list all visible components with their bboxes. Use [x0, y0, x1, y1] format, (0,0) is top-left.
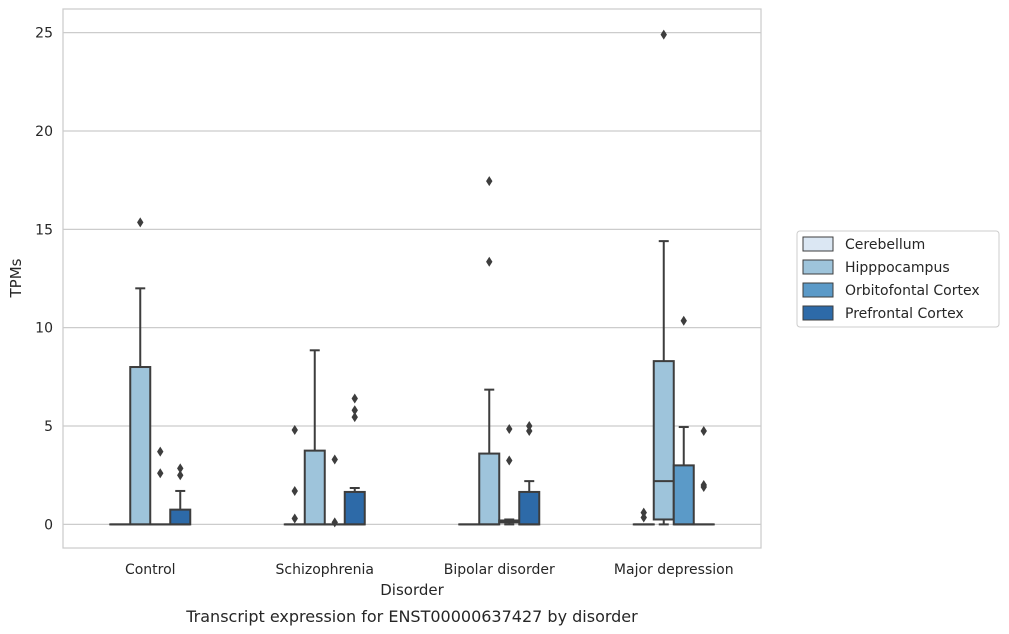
y-tick-label: 20 — [35, 124, 53, 140]
outlier-point — [486, 176, 493, 187]
box-3-2 — [672, 315, 695, 526]
legend-item: Orbitofontal Cortex — [802, 282, 980, 299]
outlier-point — [700, 425, 707, 436]
outlier-point — [660, 29, 667, 40]
chart-caption: Transcript expression for ENST0000063742… — [185, 607, 638, 626]
box-3-3 — [692, 425, 715, 526]
y-tick-label: 5 — [44, 419, 53, 435]
legend-label: Hipppocampus — [845, 260, 950, 276]
outlier-point — [177, 470, 184, 481]
outlier-point — [700, 480, 707, 491]
outlier-point — [291, 485, 298, 496]
legend-item: Prefrontal Cortex — [802, 305, 964, 322]
box-0-2 — [149, 446, 172, 526]
legend-swatch — [802, 259, 834, 275]
outlier-point — [291, 513, 298, 524]
y-tick-label: 15 — [35, 222, 53, 238]
box-3-1 — [652, 29, 675, 526]
box-1-2 — [323, 454, 346, 528]
legend-swatch — [802, 305, 834, 321]
box-body — [343, 490, 366, 526]
outlier-point — [526, 421, 533, 432]
box-body — [129, 366, 152, 526]
x-tick-label: Control — [125, 562, 176, 578]
y-axis-label: TPMs — [7, 258, 25, 298]
legend-label: Cerebellum — [845, 237, 925, 253]
outlier-point — [506, 423, 513, 434]
box-body — [652, 360, 675, 521]
outlier-point — [506, 455, 513, 466]
y-axis-ticks: 0 5 10 15 20 25 — [35, 26, 53, 534]
outlier-point — [331, 454, 338, 465]
box-1-1 — [303, 349, 326, 526]
outlier-point — [486, 256, 493, 267]
legend-item: Cerebellum — [802, 236, 925, 253]
box-1-0 — [283, 424, 306, 526]
box-3-0 — [632, 507, 655, 526]
outlier-point — [177, 463, 184, 474]
box-2-3 — [518, 421, 541, 526]
x-tick-label: Bipolar disorder — [444, 562, 555, 578]
boxes — [109, 29, 715, 528]
box-body — [478, 452, 501, 526]
box-2-2 — [498, 423, 521, 526]
x-axis-ticks: Control Schizophrenia Bipolar disorder Majo… — [125, 562, 734, 578]
legend-label: Orbitofontal Cortex — [845, 283, 980, 299]
x-axis-label: Disorder — [380, 581, 444, 599]
y-tick-label: 10 — [35, 321, 53, 337]
legend: Cerebellum Hipppocampus Orbitofontal Corte… — [796, 230, 1000, 328]
box-1-3 — [343, 393, 366, 526]
legend-swatch — [802, 236, 834, 252]
outlier-point — [331, 517, 338, 528]
box-body — [672, 464, 695, 526]
box-0-3 — [169, 463, 192, 526]
outlier-point — [680, 315, 687, 326]
y-tick-label: 25 — [35, 26, 53, 42]
y-tick-label: 0 — [44, 517, 53, 533]
legend-item: Hipppocampus — [802, 259, 950, 276]
box-0-1 — [129, 217, 152, 526]
legend-label: Prefrontal Cortex — [845, 306, 964, 322]
plot-area-frame — [62, 8, 762, 549]
outlier-point — [291, 424, 298, 435]
legend-swatch — [802, 282, 834, 298]
outlier-point — [351, 405, 358, 416]
outlier-point — [351, 393, 358, 404]
box-2-1 — [478, 176, 501, 526]
outlier-point — [157, 468, 164, 479]
x-tick-label: Schizophrenia — [276, 562, 374, 578]
outlier-point — [157, 446, 164, 457]
outlier-point — [137, 217, 144, 228]
box-body — [518, 490, 541, 526]
legend-frame — [796, 230, 1000, 328]
box-body — [303, 449, 326, 526]
x-tick-label: Major depression — [614, 562, 734, 578]
outlier-point — [640, 507, 647, 518]
outlier-point — [351, 412, 358, 423]
box-body — [169, 508, 192, 526]
